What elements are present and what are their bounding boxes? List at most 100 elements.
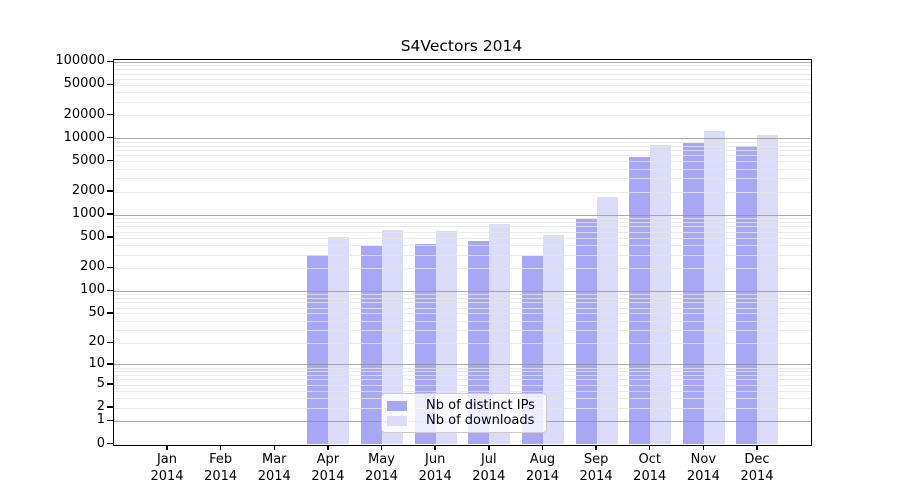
legend-label-distinct-ips: Nb of distinct IPs xyxy=(426,398,535,413)
y-tick-label-20: 20 xyxy=(88,334,105,350)
gridline-8000 xyxy=(114,145,811,147)
gridline-40000 xyxy=(114,92,811,94)
legend-label-downloads: Nb of downloads xyxy=(426,413,535,428)
bar-distinct-ips-may xyxy=(361,246,383,445)
gridline-200 xyxy=(114,267,811,269)
x-tick-oct xyxy=(649,445,651,450)
y-tick-2 xyxy=(107,406,113,408)
bar-distinct-ips-dec xyxy=(736,146,758,445)
y-tick-200 xyxy=(107,266,113,269)
y-tick-5 xyxy=(107,383,113,385)
gridline-600 xyxy=(114,231,811,233)
bar-downloads-dec xyxy=(757,135,779,445)
y-tick-label-10: 10 xyxy=(88,355,105,371)
gridline-10000 xyxy=(114,138,811,140)
y-tick-label-500: 500 xyxy=(80,229,105,245)
gridline-6 xyxy=(114,379,811,381)
y-tick-100 xyxy=(107,289,113,291)
x-tick-label-nov: Nov 2014 xyxy=(686,452,720,484)
x-tick-nov xyxy=(702,445,705,450)
plot-area xyxy=(113,59,812,446)
gridline-30 xyxy=(114,329,811,331)
gridline-8 xyxy=(114,371,811,373)
gridline-20 xyxy=(114,342,811,344)
legend-item-distinct-ips: Nb of distinct IPs xyxy=(387,398,540,413)
gridline-5 xyxy=(114,384,811,386)
legend-swatch-distinct-ips xyxy=(387,400,407,411)
x-tick-label-may: May 2014 xyxy=(364,452,399,484)
gridline-1000 xyxy=(114,214,811,216)
x-tick-label-feb: Feb 2014 xyxy=(204,452,238,484)
x-tick-label-jun: Jun 2014 xyxy=(418,452,452,484)
x-tick-apr xyxy=(327,445,329,450)
gridline-10 xyxy=(114,364,811,366)
x-tick-label-jul: Jul 2014 xyxy=(472,452,506,484)
gridline-60 xyxy=(114,307,811,309)
bar-downloads-jul xyxy=(489,223,511,445)
x-tick-label-apr: Apr 2014 xyxy=(311,452,345,484)
gridline-5000 xyxy=(114,161,811,163)
y-tick-label-20000: 20000 xyxy=(63,106,105,122)
gridline-500 xyxy=(114,237,811,239)
gridline-100 xyxy=(114,290,811,292)
gridline-3000 xyxy=(114,178,811,180)
gridline-70000 xyxy=(114,73,811,75)
gridline-50000 xyxy=(114,84,811,86)
y-tick-label-50000: 50000 xyxy=(63,76,105,92)
y-tick-5000 xyxy=(107,160,113,162)
y-tick-label-5: 5 xyxy=(96,376,105,391)
y-tick-label-200: 200 xyxy=(80,259,105,275)
gridline-80 xyxy=(114,298,811,300)
y-tick-label-1: 1 xyxy=(96,412,105,428)
y-tick-1000 xyxy=(107,213,113,215)
gridline-400 xyxy=(114,244,811,246)
gridline-900 xyxy=(114,218,811,220)
gridline-80000 xyxy=(114,69,811,71)
gridline-40 xyxy=(114,320,811,322)
y-tick-0 xyxy=(107,442,113,445)
y-tick-50000 xyxy=(107,83,113,85)
y-tick-label-0: 0 xyxy=(96,435,105,451)
gridline-7 xyxy=(114,374,811,376)
y-tick-label-100: 100 xyxy=(80,282,105,298)
x-tick-label-aug: Aug 2014 xyxy=(525,452,559,484)
legend-item-downloads: Nb of downloads xyxy=(387,413,540,428)
legend-swatch-downloads xyxy=(387,415,407,426)
gridline-70 xyxy=(114,302,811,304)
gridline-9000 xyxy=(114,141,811,143)
x-tick-jan xyxy=(166,445,168,450)
y-tick-label-5000: 5000 xyxy=(71,152,105,168)
gridline-90000 xyxy=(114,65,811,67)
y-tick-20 xyxy=(107,341,113,344)
gridline-4 xyxy=(114,390,811,392)
y-tick-label-100000: 100000 xyxy=(55,53,105,69)
y-tick-10 xyxy=(107,363,113,365)
gridline-90 xyxy=(114,294,811,296)
y-tick-20000 xyxy=(107,113,113,116)
gridline-9 xyxy=(114,367,811,369)
gridline-6000 xyxy=(114,155,811,157)
bar-downloads-apr xyxy=(328,237,350,445)
gridline-60000 xyxy=(114,78,811,80)
gridline-7000 xyxy=(114,150,811,152)
x-tick-dec xyxy=(756,445,758,450)
x-tick-label-oct: Oct 2014 xyxy=(633,452,667,484)
x-tick-feb xyxy=(219,445,222,450)
x-tick-label-mar: Mar 2014 xyxy=(257,452,291,484)
x-tick-aug xyxy=(541,445,544,450)
y-tick-label-50: 50 xyxy=(88,304,105,320)
x-tick-label-jan: Jan 2014 xyxy=(150,452,184,484)
gridline-800 xyxy=(114,222,811,224)
y-tick-label-1000: 1000 xyxy=(71,206,105,222)
gridline-30000 xyxy=(114,101,811,103)
x-tick-mar xyxy=(273,445,275,450)
gridline-100000 xyxy=(114,61,811,63)
y-tick-10000 xyxy=(107,136,113,139)
x-tick-label-sep: Sep 2014 xyxy=(579,452,613,484)
y-tick-100000 xyxy=(107,60,113,62)
gridline-300 xyxy=(114,254,811,256)
x-tick-jul xyxy=(488,445,490,450)
gridline-700 xyxy=(114,226,811,228)
x-tick-sep xyxy=(595,445,597,450)
